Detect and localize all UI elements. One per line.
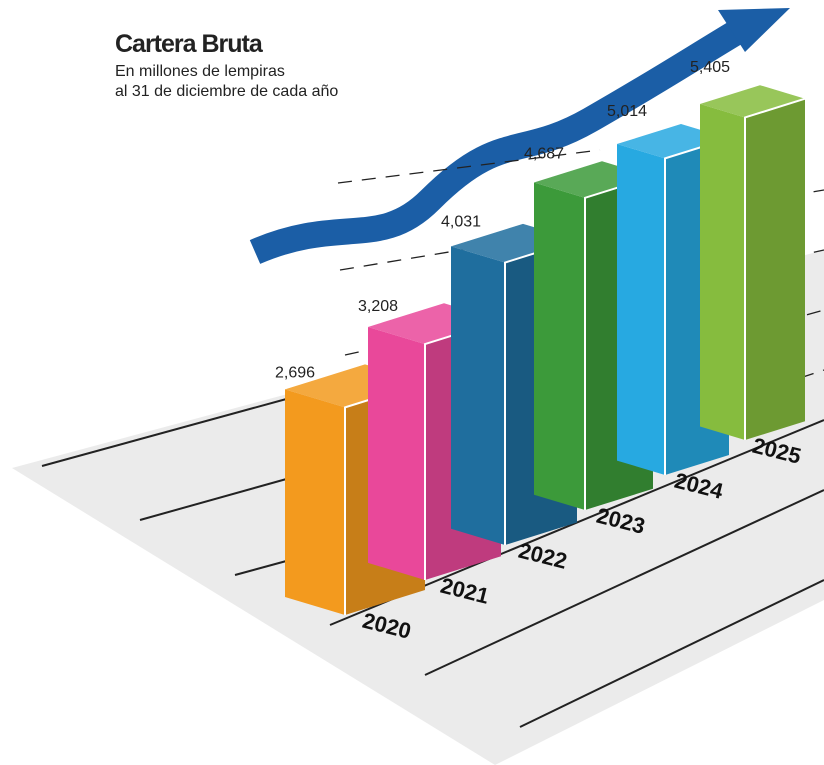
value-label: 4,031 — [441, 213, 481, 230]
bar-face — [745, 98, 805, 440]
value-label: 2,696 — [275, 364, 315, 381]
subtitle: En millones de lempiras — [115, 63, 285, 80]
bar-top — [700, 85, 805, 118]
value-label: 4,687 — [524, 146, 564, 163]
subtitle: al 31 de diciembre de cada año — [115, 83, 338, 100]
bar-edge — [744, 97, 806, 440]
bar-top-light — [700, 85, 805, 118]
value-label: 5,014 — [607, 103, 647, 120]
bar-face — [451, 246, 505, 545]
bar-face — [617, 144, 665, 475]
value-label: 5,405 — [690, 59, 730, 76]
bar — [700, 85, 806, 440]
chart-title: Cartera Bruta — [115, 30, 264, 58]
bar-face — [534, 182, 585, 510]
bar-face — [368, 326, 425, 580]
bars: 2,69620203,20820214,03120224,68720235,01… — [275, 59, 806, 644]
bar-face — [700, 103, 745, 440]
arrow-head — [718, 8, 790, 52]
bar-face — [285, 389, 345, 615]
bar-shade — [745, 98, 805, 440]
value-label: 3,208 — [358, 298, 398, 315]
trend-arrow — [249, 18, 747, 264]
